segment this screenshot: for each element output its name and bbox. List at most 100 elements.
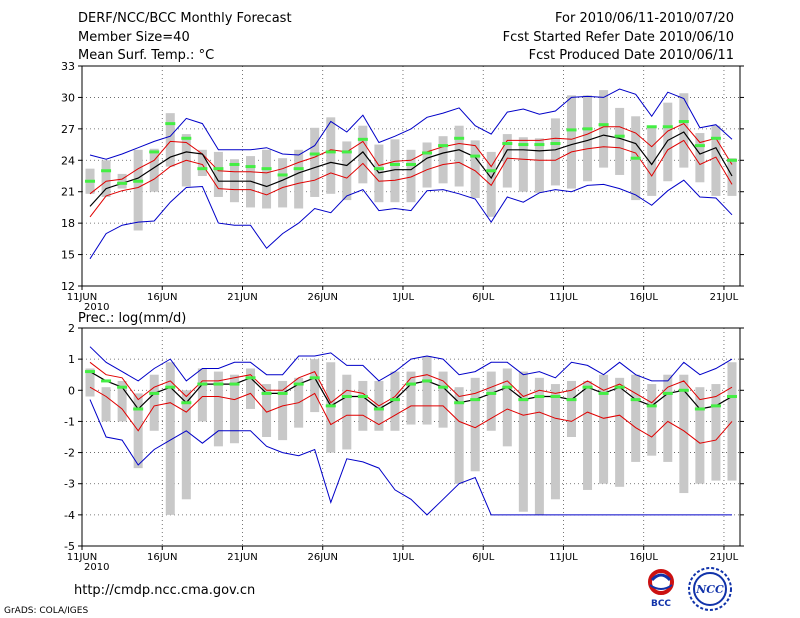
temp-median-marker xyxy=(117,181,128,185)
temp-spread-box xyxy=(695,133,705,183)
prec-series-max xyxy=(89,346,733,382)
temp-median-marker xyxy=(245,165,256,169)
prec-panel-title: Prec.: log(mm/d) xyxy=(78,311,186,326)
prec-median-marker xyxy=(85,370,96,374)
prec-median-marker xyxy=(582,385,593,389)
prec-spread-box xyxy=(663,374,673,462)
temp-spread-box xyxy=(165,113,175,167)
prec-x-tick-label: 21JUL xyxy=(710,552,739,563)
prec-spread-box xyxy=(647,384,657,456)
temp-spread-box xyxy=(502,134,512,188)
forecast-started-date: Fcst Started Refer Date 2010/06/10 xyxy=(502,30,734,45)
prec-y-tick-label: -1 xyxy=(64,415,75,428)
prec-median-marker xyxy=(406,382,416,386)
temp-median-marker xyxy=(598,123,609,127)
temp-series-min_upper xyxy=(89,88,733,160)
prec-spread-box xyxy=(326,362,336,453)
prec-median-marker xyxy=(422,379,433,383)
temp-median-marker xyxy=(678,120,689,124)
temp-spread-box xyxy=(727,158,737,196)
prec-x-tick-label: 16JUL xyxy=(629,552,658,563)
footer-url[interactable]: http://cmdp.ncc.cma.gov.cn xyxy=(74,583,256,598)
prec-x-tick-label: 11JUN xyxy=(67,552,97,563)
temp-y-tick-label: 15 xyxy=(61,249,75,262)
temp-spread-box xyxy=(470,140,480,198)
prec-median-marker xyxy=(341,395,352,399)
prec-median-marker xyxy=(277,391,288,395)
temp-spread-box xyxy=(550,118,560,186)
temp-y-tick-label: 18 xyxy=(61,217,75,230)
prec-spread-box xyxy=(631,374,641,462)
temp-x-tick-label: 16JUN xyxy=(147,292,177,303)
temp-spread-box xyxy=(342,141,352,201)
temp-spread-box xyxy=(566,95,576,189)
prec-spread-box xyxy=(310,359,320,413)
prec-series-upper xyxy=(89,361,733,407)
temp-spread-box xyxy=(599,90,609,168)
prec-plot-frame xyxy=(81,327,741,547)
prec-spread-box xyxy=(390,371,400,431)
temp-median-marker xyxy=(550,142,561,146)
temp-spread-box xyxy=(647,126,657,196)
prec-spread-box xyxy=(438,371,448,428)
temp-median-marker xyxy=(454,136,465,140)
temp-y-tick-label: 12 xyxy=(61,280,75,293)
temp-y-tick-label: 33 xyxy=(61,60,75,73)
temp-median-marker xyxy=(261,167,272,171)
prec-median-marker xyxy=(598,391,609,395)
temp-x-tick-label: 16JUL xyxy=(629,292,658,303)
prec-spread-box xyxy=(502,368,512,447)
prec-x-tick-label: 6JUL xyxy=(472,552,495,563)
temp-spread-box xyxy=(149,148,159,192)
prec-spread-box xyxy=(406,371,416,425)
temp-median-marker xyxy=(213,167,224,171)
temp-median-marker xyxy=(85,179,96,183)
temp-spread-box xyxy=(358,125,368,184)
prec-spread-box xyxy=(518,371,528,512)
prec-spread-box xyxy=(149,374,159,431)
prec-median-marker xyxy=(373,407,384,411)
temp-median-marker xyxy=(406,162,416,166)
prec-median-marker xyxy=(101,379,112,383)
temp-median-marker xyxy=(646,125,657,129)
temp-median-marker xyxy=(181,136,192,140)
forecast-produced-date: Fcst Produced Date 2010/06/11 xyxy=(528,48,734,63)
prec-spread-box xyxy=(213,371,223,447)
prec-median-marker xyxy=(470,398,481,402)
prec-spread-box xyxy=(454,387,464,484)
temp-median-marker xyxy=(662,125,673,129)
prec-spread-box xyxy=(422,356,432,425)
temp-median-marker xyxy=(470,154,481,158)
prec-spread-box xyxy=(358,380,368,431)
temp-spread-box xyxy=(197,149,207,176)
variable-label: Mean Surf. Temp.: °C xyxy=(78,48,215,63)
temp-spread-box xyxy=(390,139,400,203)
chart-title: DERF/NCC/BCC Monthly Forecast xyxy=(78,11,292,26)
temp-median-marker xyxy=(165,122,176,126)
temp-series-max xyxy=(89,179,733,260)
temp-median-marker xyxy=(389,162,400,166)
temp-spread-box xyxy=(438,136,448,184)
temp-spread-box xyxy=(663,102,673,182)
prec-y-tick-label: -3 xyxy=(64,478,75,491)
prec-spread-box xyxy=(246,368,256,409)
temp-spread-box xyxy=(406,149,416,203)
prec-median-marker xyxy=(309,376,320,380)
prec-y-tick-label: 2 xyxy=(68,322,75,335)
prec-median-marker xyxy=(197,382,208,386)
prec-median-marker xyxy=(710,404,721,408)
prec-spread-box xyxy=(197,368,207,422)
prec-y-tick-label: -4 xyxy=(64,509,75,522)
temp-median-marker xyxy=(726,158,737,162)
temp-spread-box xyxy=(534,138,544,193)
prec-series-lower xyxy=(89,386,733,444)
prec-median-marker xyxy=(646,404,657,408)
prec-spread-box xyxy=(85,368,95,397)
prec-median-marker xyxy=(518,398,529,402)
temp-spread-box xyxy=(213,151,223,197)
temp-median-marker xyxy=(502,142,513,146)
temp-median-marker xyxy=(614,134,625,138)
prec-median-marker xyxy=(438,385,449,389)
prec-spread-box xyxy=(181,390,191,500)
